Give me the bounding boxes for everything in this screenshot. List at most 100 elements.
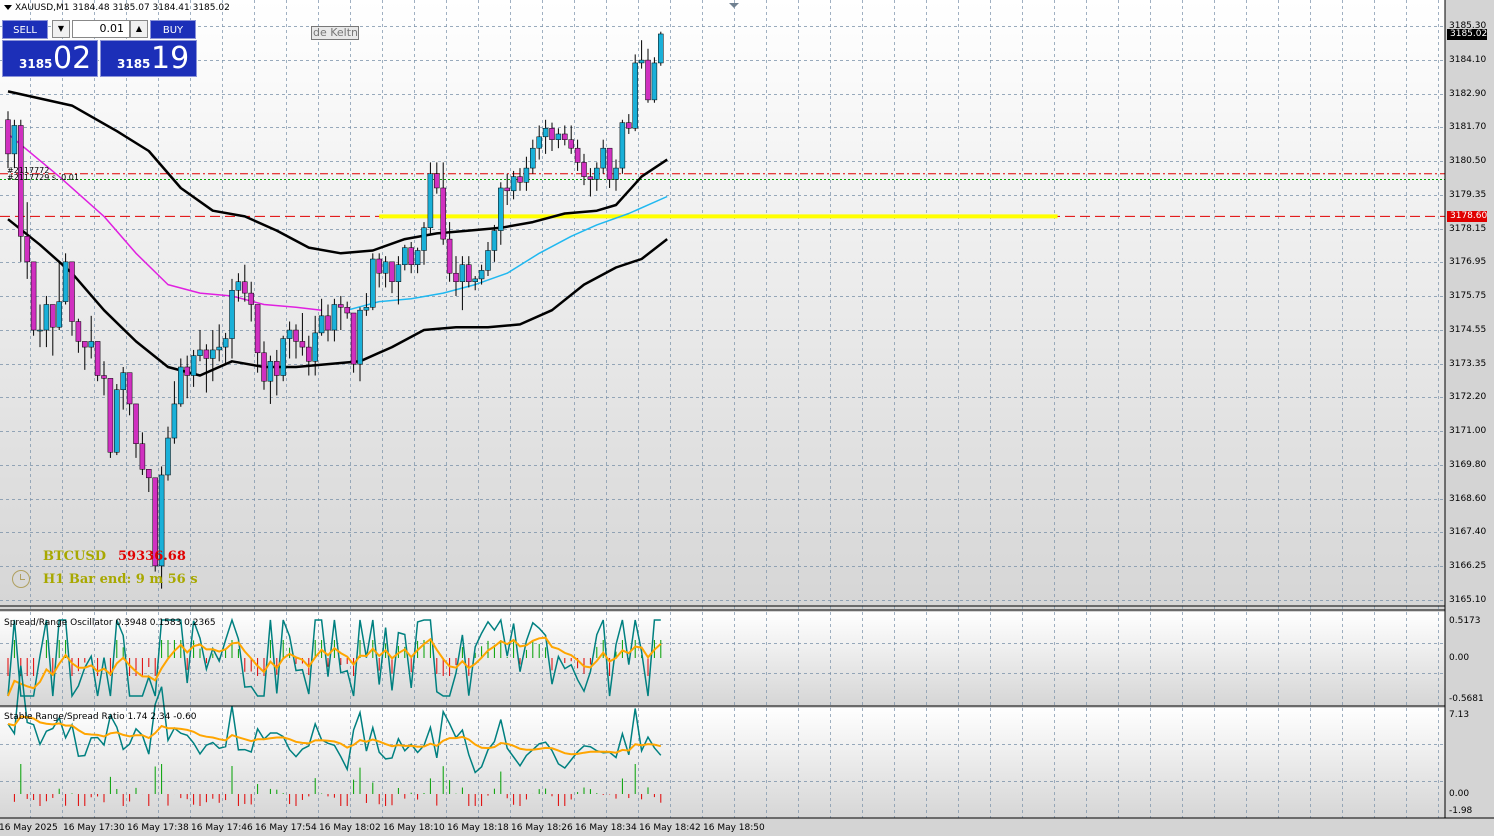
- candle-body: [350, 312, 357, 365]
- keltner-upper-line: [7, 90, 668, 255]
- sell-price-box[interactable]: 3185 02: [2, 40, 98, 77]
- buy-price-box[interactable]: 3185 19: [100, 40, 197, 77]
- candle-body: [542, 128, 549, 138]
- candle-body: [459, 264, 466, 282]
- candle-body: [549, 128, 555, 140]
- candle-body: [229, 290, 235, 339]
- candle-body: [120, 372, 126, 390]
- ma-fast-line: [347, 195, 668, 311]
- time-axis-label: 16 May 18:34: [575, 823, 637, 833]
- candle-body: [50, 304, 56, 328]
- object-label-button[interactable]: de Keltn: [311, 26, 359, 40]
- candle-body: [210, 349, 216, 359]
- time-axis-label: 16 May 18:10: [383, 823, 445, 833]
- osc2-signal-line: [7, 715, 662, 756]
- candle-body: [165, 437, 171, 476]
- ohlc-readout: 3184.48 3185.07 3184.41 3185.02: [72, 3, 230, 13]
- candle-body: [402, 247, 408, 265]
- price-axis-label: 3171.00: [1449, 426, 1487, 436]
- candle-body: [178, 366, 184, 405]
- candle-body: [613, 167, 619, 180]
- candle-body: [574, 147, 581, 163]
- candle-body: [139, 443, 146, 470]
- osc2-axis-top: 7.13: [1449, 710, 1470, 720]
- sell-button[interactable]: SELL: [2, 20, 48, 39]
- candle-body: [56, 301, 62, 328]
- candle-body: [395, 264, 402, 282]
- price-axis-label: 3175.75: [1449, 291, 1487, 301]
- osc2-pane-bg: [0, 708, 1445, 818]
- candle-body: [280, 338, 286, 376]
- candle-body: [658, 33, 664, 64]
- lot-size-input[interactable]: 0.01: [72, 20, 130, 38]
- candle-body: [338, 304, 344, 308]
- candle-body: [491, 230, 498, 251]
- time-axis-label: 16 May 18:26: [511, 823, 573, 833]
- candle-body: [363, 307, 370, 311]
- price-axis-label: 3174.55: [1449, 325, 1487, 335]
- candle-body: [344, 307, 350, 314]
- candle-body: [485, 250, 491, 271]
- collapse-triangle-icon: [4, 5, 12, 10]
- osc2-axis-zero: 0.00: [1449, 789, 1470, 799]
- btc-info: BTCUSD 59336.68: [43, 549, 186, 564]
- candle-body: [382, 261, 389, 274]
- buy-price-pips: 19: [151, 41, 190, 76]
- candle-body: [638, 59, 645, 64]
- price-axis-label: 3179.35: [1449, 190, 1487, 200]
- candle-body: [94, 341, 101, 376]
- candle-body: [286, 329, 293, 339]
- time-axis-label: 16 May 18:18: [447, 823, 509, 833]
- candle-body: [261, 352, 267, 382]
- time-axis-label: 16 May 18:02: [319, 823, 381, 833]
- candle-body: [440, 187, 446, 240]
- price-axis-label: 3180.50: [1449, 156, 1487, 166]
- osc1-title: Spread/Range Oscillator 0.3948 0.1583 0.…: [4, 618, 216, 628]
- clock-icon: [12, 570, 30, 588]
- candle-body: [216, 346, 222, 351]
- osc1-plot: [7, 617, 662, 699]
- price-axis-label: 3168.60: [1449, 494, 1487, 504]
- lot-increase-button[interactable]: ▲: [130, 20, 148, 38]
- candles: [5, 31, 664, 589]
- price-axis-label: 3167.40: [1449, 527, 1487, 537]
- candle-body: [299, 341, 306, 348]
- candle-body: [274, 361, 280, 376]
- osc2-line: [7, 665, 662, 774]
- candle-body: [235, 281, 242, 291]
- candle-body: [69, 261, 75, 322]
- order-line-label: #2117772: [7, 166, 50, 175]
- time-axis-label: 16 May 17:54: [255, 823, 317, 833]
- candle-body: [158, 474, 165, 567]
- candle-body: [312, 332, 318, 362]
- osc1-axis-bottom: -0.5681: [1449, 694, 1484, 704]
- lot-decrease-button[interactable]: ▼: [52, 20, 70, 38]
- candle-body: [651, 62, 658, 101]
- candle-body: [62, 261, 69, 302]
- candle-body: [587, 176, 594, 180]
- price-axis-label: 3184.10: [1449, 55, 1487, 65]
- candle-body: [555, 133, 562, 140]
- candle-body: [453, 272, 459, 282]
- candle-body: [306, 346, 312, 362]
- candle-body: [11, 125, 18, 155]
- candle-body: [504, 187, 510, 192]
- candle-body: [370, 258, 376, 308]
- candle-body: [427, 173, 434, 229]
- price-axis-label: 3176.95: [1449, 257, 1487, 267]
- candle-body: [530, 147, 536, 169]
- buy-button[interactable]: BUY: [150, 20, 196, 39]
- order-line-label: #2117729 s. 0.01: [7, 173, 79, 182]
- candle-body: [632, 62, 638, 129]
- btc-symbol: BTCUSD: [43, 549, 107, 564]
- price-axis-label: 3172.20: [1449, 392, 1487, 402]
- time-axis-label: 16 May 17:46: [191, 823, 253, 833]
- candle-body: [478, 270, 485, 280]
- shift-marker-icon[interactable]: [729, 3, 739, 8]
- candle-body: [466, 264, 472, 282]
- symbol-header: XAUUSD,M1 3184.48 3185.07 3184.41 3185.0…: [4, 3, 230, 13]
- candle-body: [606, 147, 613, 180]
- candle-body: [222, 338, 229, 348]
- sell-price-pips: 02: [53, 41, 92, 76]
